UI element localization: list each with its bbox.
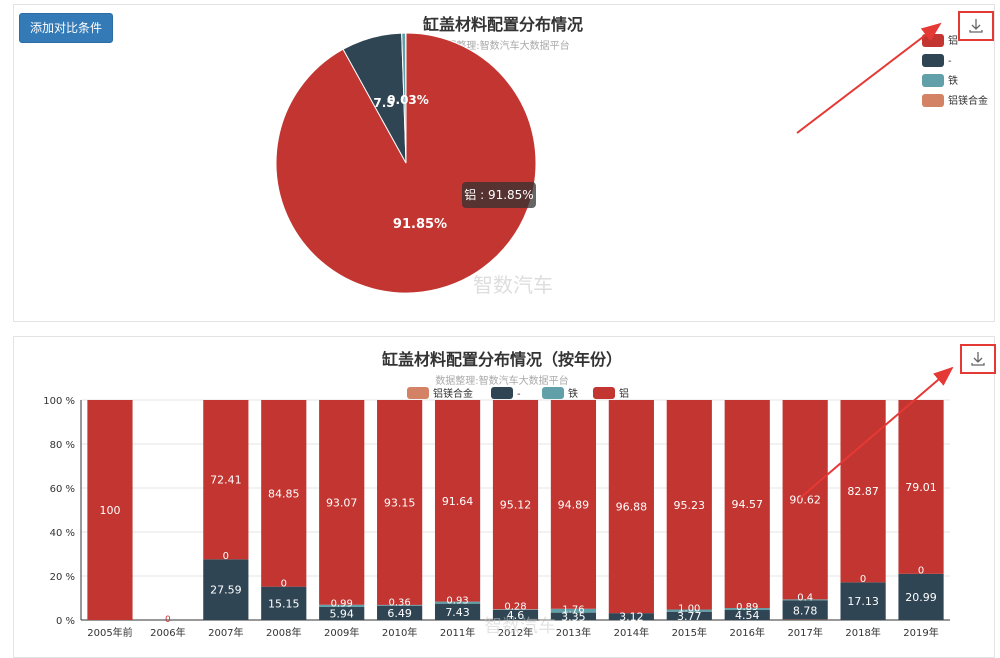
bar-value-label: 6.49 [387,607,412,620]
bar-chart: 100072.4127.59084.8515.15093.075.940.999… [87,400,943,625]
bar-value-label: 96.88 [616,501,648,514]
x-tick-label: 2013年 [556,626,591,639]
x-tick-label: 2016年 [730,626,765,639]
bar-value-label: 95.23 [674,499,706,512]
bar-value-label: 82.87 [847,485,879,498]
bar-value-label: 95.12 [500,499,532,512]
bar-value-label: 0 [223,551,229,562]
bar-value-label: 90.62 [789,494,821,507]
bar-value-label: 93.07 [326,496,358,509]
download-icon [970,351,986,367]
download-button-pie[interactable] [958,11,994,41]
pie-slice-label: 91.85% [393,217,447,232]
y-tick-label: 60 % [50,484,75,495]
x-tick-label: 2017年 [787,626,822,639]
legend-swatch[interactable] [491,387,513,399]
bar-value-label: 1.00 [678,604,700,615]
bar-legend: 铝镁合金 - 铁 铝 [407,387,629,400]
legend-swatch[interactable] [922,94,944,107]
legend-label[interactable]: 铝 [948,35,958,47]
pie-watermark: 智数汽车 [473,273,553,297]
legend-label[interactable]: 铝 [619,388,629,400]
bar-watermark: 智数汽车 [484,616,556,637]
bar-value-label: 0.36 [389,598,411,609]
legend-label[interactable]: 铝镁合金 [948,94,988,107]
y-tick-label: 40 % [50,528,75,539]
download-button-bar[interactable] [960,344,996,374]
bar-value-label: 0.4 [797,592,813,603]
x-tick-label: 2010年 [382,626,417,639]
bar-value-label: 72.41 [210,474,242,487]
y-tick-label: 80 % [50,440,75,451]
bar-value-label: 20.99 [905,591,937,604]
legend-label[interactable]: 铁 [568,387,578,400]
bar-value-label: 94.57 [731,498,763,511]
bar-title: 缸盖材料配置分布情况（按年份） [381,350,622,369]
bar-value-label: 100 [99,504,120,517]
y-tick-label: 0 % [56,616,75,627]
legend-swatch[interactable] [922,54,944,67]
annotation-arrow-top [797,24,940,133]
x-tick-label: 2005年前 [87,626,132,639]
x-tick-label: 2008年 [266,626,301,639]
bar-value-label: 94.89 [558,498,590,511]
bar-value-label: 27.59 [210,584,242,597]
bar-value-label: 8.78 [793,604,818,617]
legend-swatch[interactable] [922,74,944,87]
bar-subtitle: 数据整理:智数汽车大数据平台 [435,374,568,387]
legend-swatch[interactable] [593,387,615,399]
x-tick-label: 2011年 [440,626,475,639]
bar-value-label: 0 [918,566,924,577]
bar-value-label: 0.28 [504,602,526,613]
download-icon [968,18,984,34]
legend-label[interactable]: 铝镁合金 [433,387,473,400]
bar-value-label: 15.15 [268,597,300,610]
bar-value-label: 0 [860,574,866,585]
charts-canvas: 缸盖材料配置分布情况 数据整理:智数汽车大数据平台 智数汽车 91.85%7.5… [0,0,1000,644]
bar-value-label: 1.76 [562,604,584,615]
legend-label[interactable]: - [517,389,521,400]
pie-tooltip: 铝 : 91.85% [462,182,536,208]
x-tick-label: 2018年 [845,626,880,639]
legend-swatch[interactable] [407,387,429,399]
x-tick-label: 2014年 [614,626,649,639]
y-tick-label: 20 % [50,572,75,583]
bar-value-label: 91.64 [442,495,474,508]
bar-value-label: 0.93 [446,595,468,606]
bar-value-label: 0.99 [331,599,353,610]
bar-value-label: 7.43 [445,606,470,619]
bar-value-label: 93.15 [384,496,416,509]
pie-chart: 91.85%7.50.03% [276,33,536,293]
y-tick-label: 100 % [43,396,75,407]
legend-swatch[interactable] [542,387,564,399]
bar-value-label: 0 [281,578,287,589]
bar-value-label: 79.01 [905,481,937,494]
x-tick-label: 2006年 [150,626,185,639]
bar-value-label: 3.12 [619,611,644,624]
legend-label[interactable]: 铁 [948,74,958,87]
pie-slice-label: 0.03% [387,93,429,107]
x-tick-label: 2007年 [208,626,243,639]
bar-value-label: 0.89 [736,602,758,613]
x-tick-label: 2019年 [903,626,938,639]
bar-value-label: 17.13 [847,595,879,608]
bar-value-label: 84.85 [268,487,300,500]
bar-value-label: 0 [165,615,171,625]
pie-tooltip-text: 铝 : 91.85% [464,187,533,202]
x-tick-label: 2009年 [324,626,359,639]
x-tick-label: 2015年 [672,626,707,639]
legend-label[interactable]: - [948,56,952,67]
pie-title: 缸盖材料配置分布情况 [422,15,583,34]
